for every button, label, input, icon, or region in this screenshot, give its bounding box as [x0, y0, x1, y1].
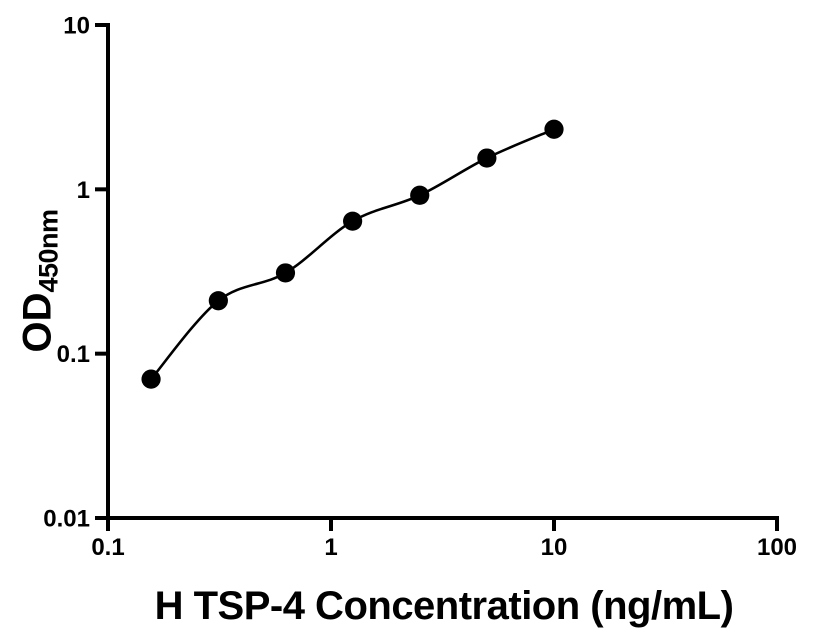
data-point: [343, 211, 363, 231]
y-tick-label: 0.1: [57, 341, 90, 368]
y-axis-title-subscript: 450nm: [33, 209, 64, 293]
y-tick-label: 1: [77, 177, 90, 204]
x-tick-label: 10: [541, 534, 568, 561]
data-point: [208, 291, 228, 311]
x-axis-title: H TSP-4 Concentration (ng/mL): [154, 584, 734, 628]
y-axis-title: OD450nm: [15, 209, 64, 353]
axis-spines: [95, 23, 779, 531]
x-tick-label: 0.1: [91, 534, 124, 561]
data-point: [141, 369, 161, 389]
data-point: [410, 185, 430, 205]
data-point: [477, 148, 497, 168]
y-axis-title-text: OD: [15, 292, 60, 353]
data-point: [544, 119, 564, 139]
y-tick-label: 0.01: [43, 506, 90, 533]
fit-curve: [150, 128, 555, 380]
data-point: [275, 263, 296, 283]
y-tick-label: 10: [63, 13, 90, 40]
x-tick-label: 100: [757, 534, 797, 561]
x-tick-label: 1: [324, 534, 337, 561]
